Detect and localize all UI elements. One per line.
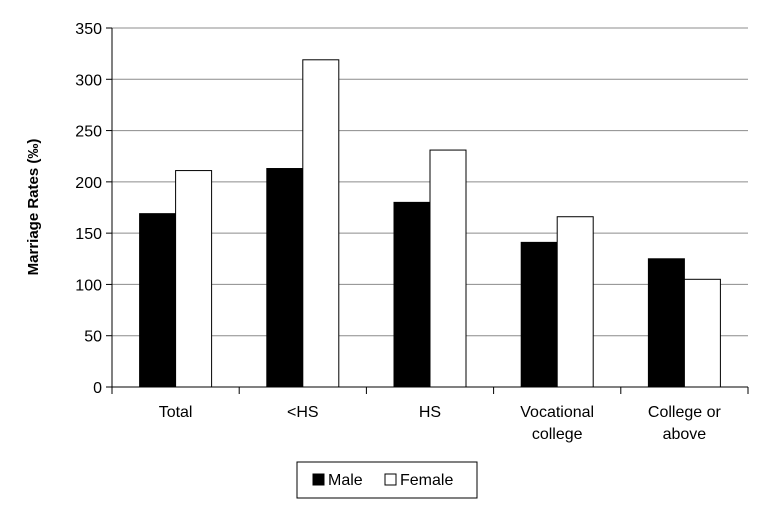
legend-label-male: Male: [328, 472, 363, 489]
y-tick-label: 0: [93, 380, 102, 397]
bar-female: [429, 149, 467, 388]
legend-swatch-female: [384, 473, 397, 486]
bars: [139, 59, 721, 388]
y-tick-label: 300: [75, 72, 102, 89]
x-tick-label: college: [532, 426, 583, 443]
y-tick-labels: 0 50 100 150 200 250 300 350: [75, 21, 102, 397]
x-tick-label: College or: [648, 404, 722, 421]
x-tick-label: Total: [159, 404, 193, 421]
legend-swatch-male: [312, 473, 325, 486]
bar-male: [520, 241, 558, 388]
bar-female: [556, 216, 594, 388]
legend: Male Female: [296, 461, 478, 499]
y-tick-label: 200: [75, 175, 102, 192]
bar-male: [647, 258, 685, 388]
y-tick-label: 100: [75, 277, 102, 294]
x-tick-label: <HS: [287, 404, 319, 421]
axes: [106, 27, 749, 394]
x-tick-label: Vocational: [520, 404, 594, 421]
x-tick-labels: Total <HS HS Vocational college College or abo…: [159, 404, 722, 443]
bar-female: [302, 59, 340, 388]
y-tick-label: 250: [75, 124, 102, 141]
bar-female: [683, 278, 721, 388]
y-tick-label: 50: [84, 329, 102, 346]
y-tick-label: 350: [75, 21, 102, 38]
x-tick-label: HS: [419, 404, 441, 421]
y-axis-label: Marriage Rates (‰): [25, 139, 42, 276]
bar-female: [175, 170, 213, 388]
bar-male: [266, 168, 304, 388]
bar-male: [139, 213, 177, 388]
bar-male: [393, 201, 431, 388]
legend-label-female: Female: [400, 472, 453, 489]
y-tick-label: 150: [75, 226, 102, 243]
x-tick-label: above: [663, 426, 707, 443]
